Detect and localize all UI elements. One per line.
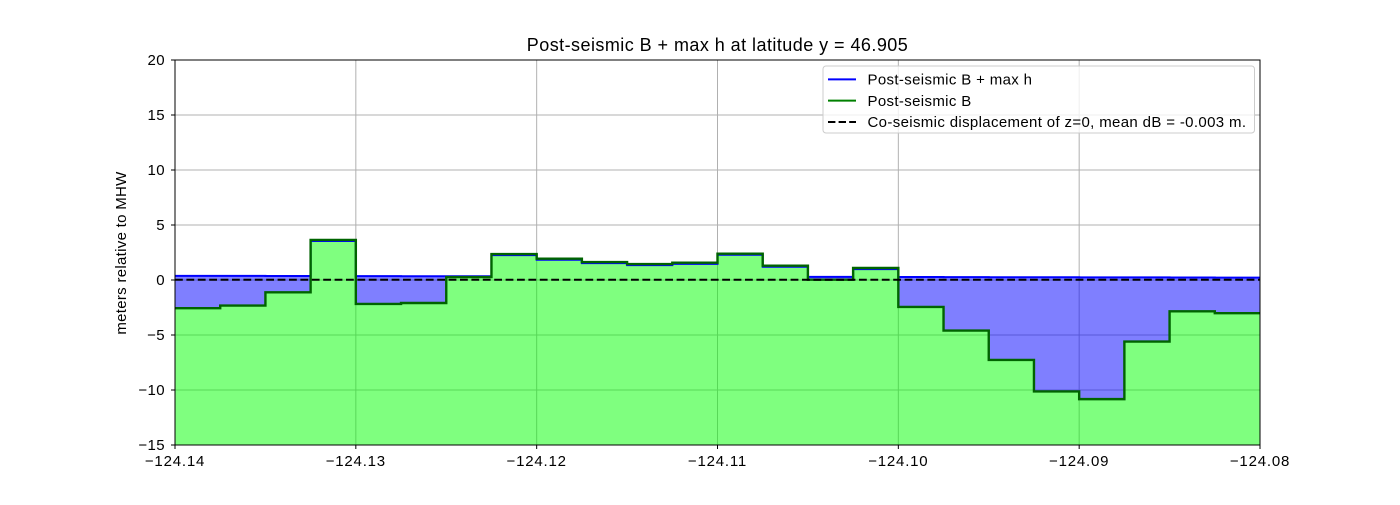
svg-text:−124.08: −124.08: [1230, 453, 1290, 470]
svg-text:15: 15: [148, 107, 166, 124]
svg-text:−124.09: −124.09: [1049, 453, 1109, 470]
svg-text:5: 5: [156, 217, 165, 234]
svg-text:−10: −10: [138, 382, 165, 399]
svg-text:−15: −15: [138, 437, 165, 454]
svg-text:meters relative to MHW: meters relative to MHW: [113, 171, 130, 335]
svg-text:Post-seismic B: Post-seismic B: [868, 93, 972, 110]
svg-text:10: 10: [148, 162, 166, 179]
svg-text:−124.12: −124.12: [507, 453, 567, 470]
svg-text:−124.10: −124.10: [868, 453, 928, 470]
svg-text:Post-seismic B + max h at lati: Post-seismic B + max h at latitude y = 4…: [527, 35, 908, 55]
svg-text:−124.13: −124.13: [326, 453, 386, 470]
svg-text:Post-seismic B + max h: Post-seismic B + max h: [868, 72, 1033, 89]
svg-text:0: 0: [156, 272, 165, 289]
svg-text:−5: −5: [147, 327, 165, 344]
svg-text:Co-seismic displacement of z=0: Co-seismic displacement of z=0, mean dB …: [868, 114, 1247, 131]
svg-text:−124.11: −124.11: [688, 453, 747, 470]
svg-text:20: 20: [148, 52, 166, 69]
svg-text:−124.14: −124.14: [145, 453, 205, 470]
